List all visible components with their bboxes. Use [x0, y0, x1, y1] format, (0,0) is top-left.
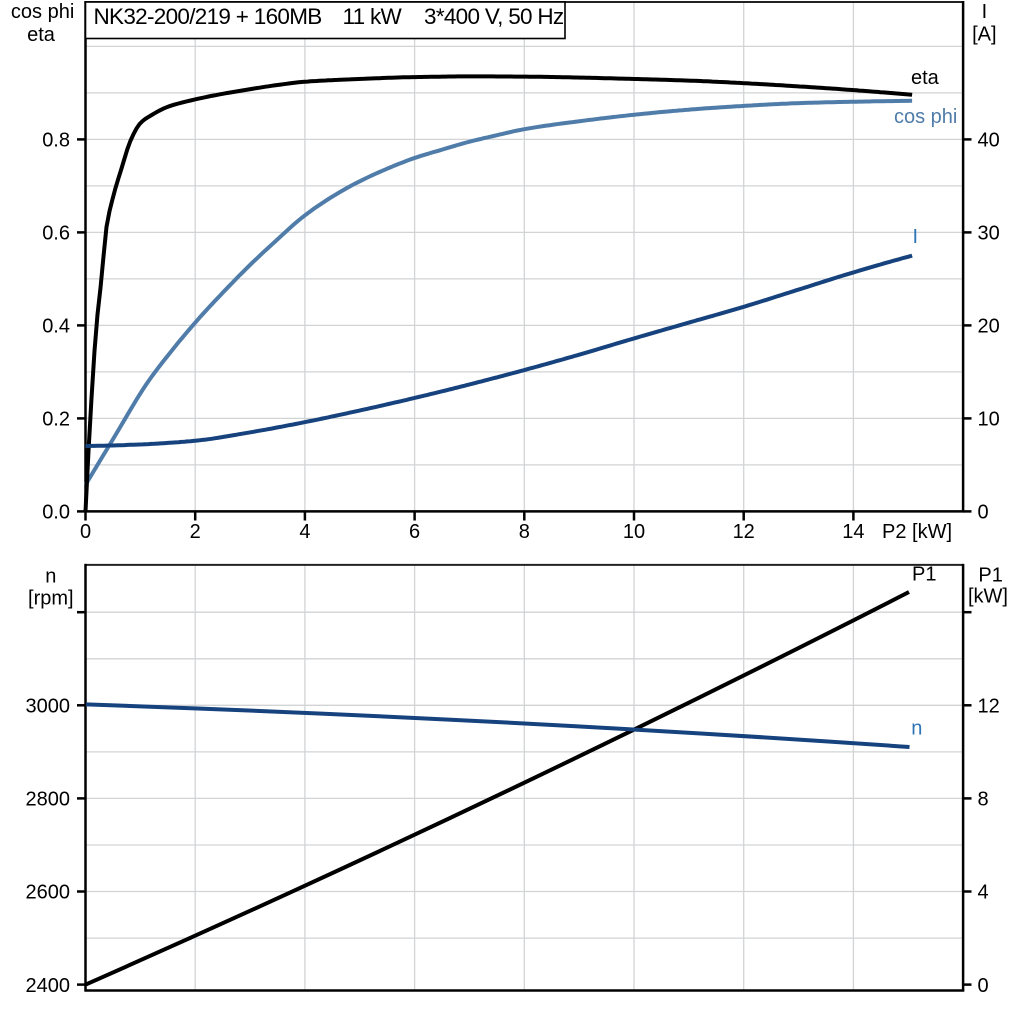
svg-text:P1: P1: [912, 563, 936, 585]
svg-text:I: I: [913, 226, 919, 248]
svg-text:3000: 3000: [26, 696, 71, 718]
svg-text:0: 0: [978, 975, 989, 997]
svg-text:4: 4: [978, 882, 989, 904]
svg-text:3*400 V, 50 Hz: 3*400 V, 50 Hz: [424, 4, 564, 29]
svg-text:eta: eta: [911, 67, 940, 89]
svg-text:cos phi: cos phi: [11, 1, 74, 23]
svg-text:4: 4: [299, 521, 310, 543]
svg-text:0: 0: [978, 502, 989, 524]
svg-text:8: 8: [978, 789, 989, 811]
svg-text:0.2: 0.2: [42, 409, 70, 431]
svg-text:12: 12: [733, 521, 755, 543]
svg-text:[A]: [A]: [972, 24, 996, 46]
svg-text:40: 40: [978, 130, 1000, 152]
svg-text:[kW]: [kW]: [968, 586, 1008, 608]
svg-text:P2 [kW]: P2 [kW]: [882, 521, 952, 543]
svg-text:30: 30: [978, 223, 1000, 245]
svg-text:[rpm]: [rpm]: [28, 588, 74, 610]
svg-text:n: n: [45, 565, 56, 587]
svg-text:0.6: 0.6: [42, 223, 70, 245]
svg-text:10: 10: [978, 409, 1000, 431]
svg-text:eta: eta: [27, 24, 56, 46]
svg-text:8: 8: [519, 521, 530, 543]
svg-text:2800: 2800: [26, 789, 71, 811]
svg-text:0.4: 0.4: [42, 316, 70, 338]
svg-text:n: n: [911, 717, 922, 739]
svg-text:cos phi: cos phi: [894, 106, 957, 128]
svg-text:P1: P1: [978, 565, 1002, 587]
svg-text:0.8: 0.8: [42, 130, 70, 152]
svg-text:14: 14: [842, 521, 864, 543]
svg-text:10: 10: [623, 521, 645, 543]
svg-text:2400: 2400: [26, 975, 71, 997]
svg-text:12: 12: [978, 696, 1000, 718]
svg-text:6: 6: [409, 521, 420, 543]
svg-text:0: 0: [80, 521, 91, 543]
svg-text:I: I: [982, 1, 988, 23]
svg-text:NK32-200/219 + 160MB: NK32-200/219 + 160MB: [94, 4, 322, 29]
svg-text:2600: 2600: [26, 882, 71, 904]
svg-text:0.0: 0.0: [42, 502, 70, 524]
svg-text:2: 2: [190, 521, 201, 543]
svg-text:20: 20: [978, 316, 1000, 338]
svg-text:11 kW: 11 kW: [343, 4, 403, 29]
